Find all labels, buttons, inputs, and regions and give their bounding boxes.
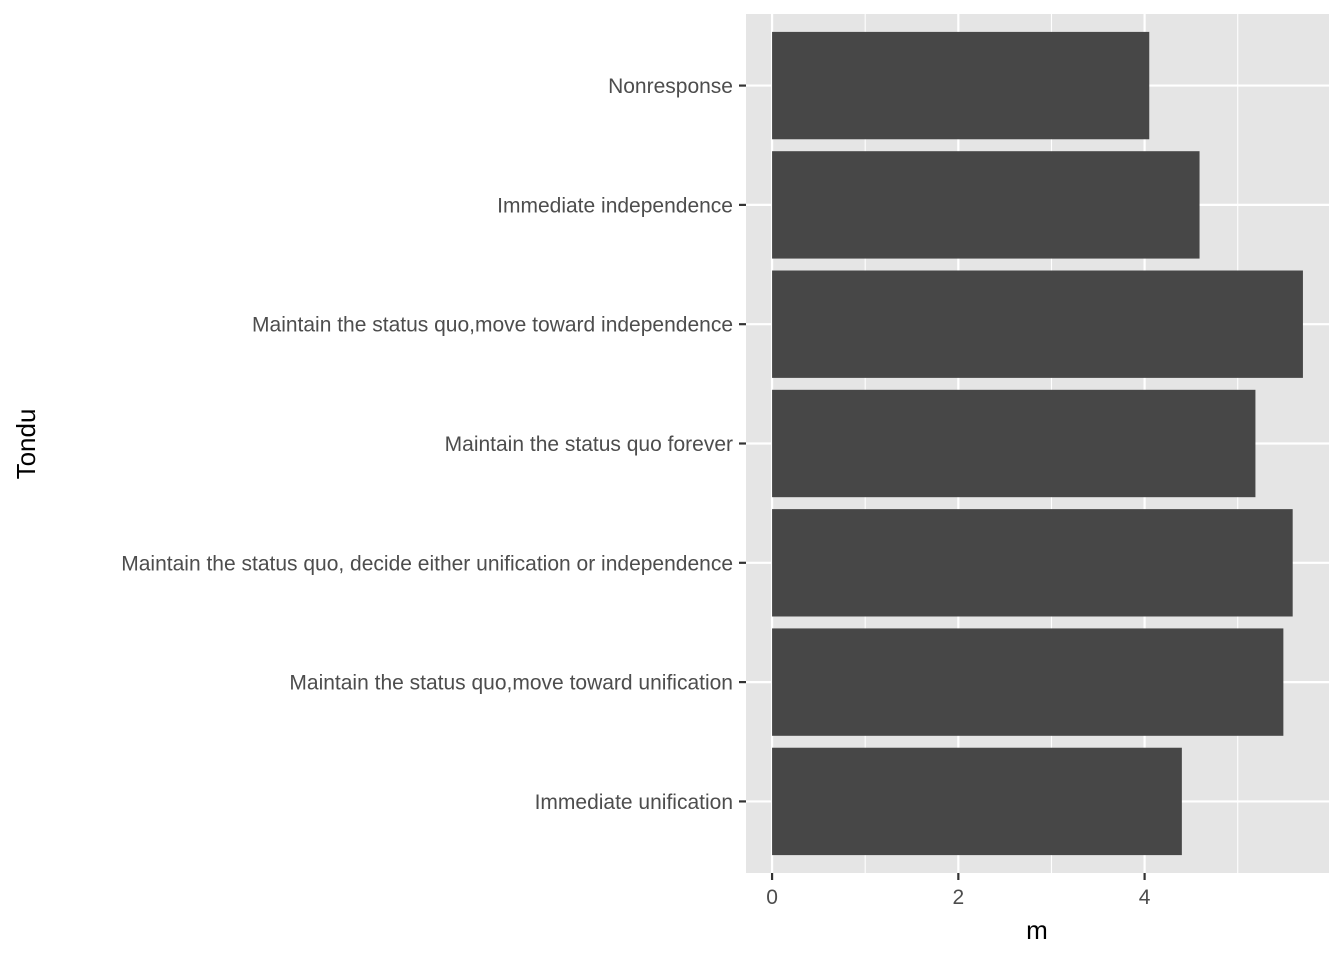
bars — [772, 31, 1303, 856]
y-tick-label: Nonresponse — [608, 75, 733, 98]
bar — [772, 509, 1293, 617]
y-tick-label: Immediate independence — [497, 194, 733, 217]
bar — [772, 389, 1256, 498]
x-tick-label: 0 — [766, 886, 778, 909]
bar — [772, 31, 1150, 140]
y-tick-label: Maintain the status quo,move toward unif… — [289, 672, 733, 695]
bar — [772, 747, 1182, 856]
bar — [772, 628, 1284, 736]
bar — [772, 151, 1200, 259]
y-tick-label: Maintain the status quo, decide either u… — [121, 552, 733, 575]
bar — [772, 270, 1303, 378]
y-axis-title: Tondu — [11, 409, 41, 480]
y-axis: Immediate unification Maintain the status… — [121, 75, 746, 814]
x-axis: 0 2 4 — [766, 873, 1151, 909]
y-tick-label: Maintain the status quo forever — [445, 433, 733, 456]
x-axis-title: m — [1026, 915, 1048, 945]
y-tick-label: Immediate unification — [535, 791, 733, 814]
y-tick-label: Maintain the status quo,move toward inde… — [252, 314, 733, 337]
x-tick-label: 2 — [952, 886, 964, 909]
x-tick-label: 4 — [1139, 886, 1151, 909]
